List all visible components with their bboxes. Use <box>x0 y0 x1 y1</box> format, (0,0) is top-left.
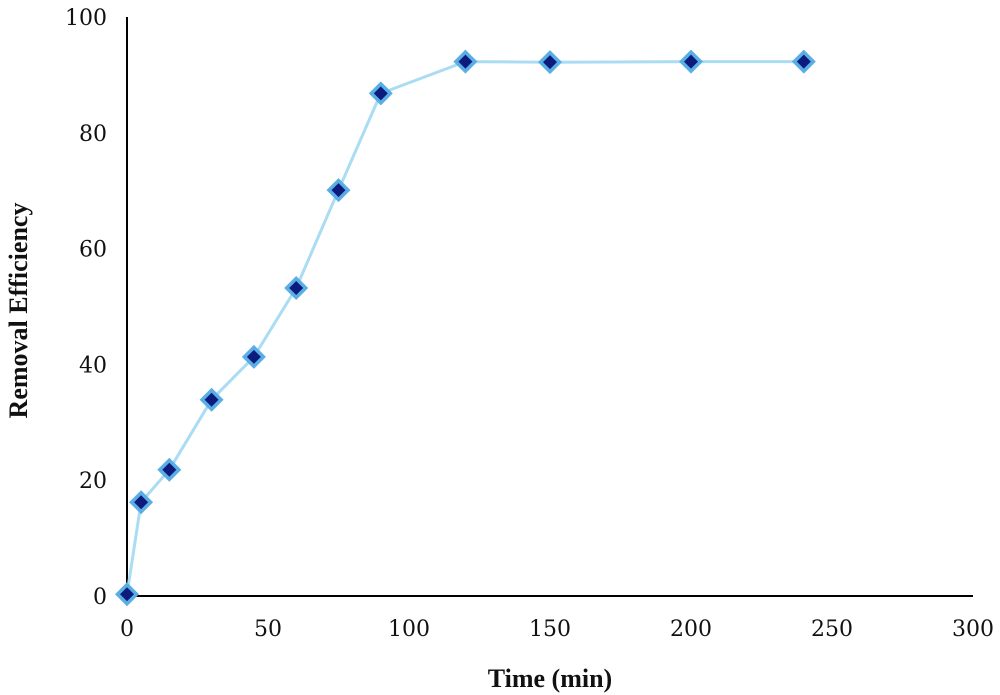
x-tick-label: 100 <box>388 617 430 642</box>
y-tick-labels: 0 20 40 60 80 100 <box>65 6 107 610</box>
data-point-marker <box>791 49 816 74</box>
marker-fill <box>458 54 473 69</box>
y-axis-title: Removal Efficiency <box>4 203 33 419</box>
marker-fill <box>246 349 261 364</box>
y-tick-label: 20 <box>79 469 107 494</box>
data-point-marker <box>157 457 182 482</box>
data-point-marker <box>326 178 351 203</box>
marker-fill <box>204 392 219 407</box>
data-point-marker <box>679 49 703 74</box>
marker-fill <box>162 462 177 477</box>
x-tick-label: 150 <box>529 617 571 642</box>
data-point-marker <box>284 275 309 300</box>
marker-fill <box>120 587 134 602</box>
x-tick-label: 250 <box>811 617 853 642</box>
marker-fill <box>289 280 304 295</box>
marker-fill <box>331 183 346 198</box>
data-point-marker <box>368 81 393 106</box>
data-point-marker <box>115 582 139 607</box>
data-point-marker <box>129 490 154 515</box>
y-tick-label: 0 <box>93 585 107 610</box>
data-point-marker <box>241 344 266 369</box>
y-tick-label: 100 <box>65 6 107 31</box>
x-tick-label: 0 <box>120 617 134 642</box>
marker-fill <box>684 54 698 69</box>
y-tick-label: 60 <box>79 238 107 263</box>
x-axis-title: Time (min) <box>488 664 612 693</box>
axes <box>126 17 973 597</box>
data-point-marker <box>538 50 562 75</box>
y-tick-label: 40 <box>79 353 107 378</box>
marker-fill <box>543 55 557 70</box>
data-point-marker <box>199 387 224 412</box>
series-line <box>125 60 804 595</box>
series-group <box>115 49 816 607</box>
marker-fill <box>373 86 388 101</box>
x-tick-labels: 0 50 100 150 200 250 300 <box>120 617 994 642</box>
x-tick-label: 200 <box>670 617 712 642</box>
x-tick-label: 300 <box>952 617 994 642</box>
data-point-marker <box>453 49 478 74</box>
y-tick-label: 80 <box>79 122 107 147</box>
marker-fill <box>796 54 811 69</box>
marker-fill <box>134 495 149 510</box>
x-tick-label: 50 <box>254 617 282 642</box>
